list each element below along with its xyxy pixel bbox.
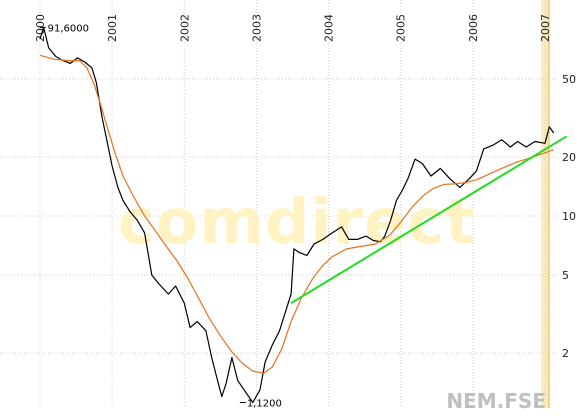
- trendline-line: [290, 135, 568, 304]
- x-tick-label: 2005: [395, 14, 408, 42]
- watermark: comdirect: [118, 185, 476, 258]
- price-line: [39, 26, 555, 404]
- y-tick-label: 2: [562, 347, 569, 360]
- x-tick-label: 2004: [323, 14, 336, 42]
- low-label: 1,1200: [247, 399, 282, 410]
- x-tick-label: 2006: [467, 14, 480, 42]
- y-axis: 2 5 10 20 50: [562, 73, 576, 360]
- extreme-labels: 91,6000 1,1200: [39, 23, 282, 410]
- series-layer: [39, 26, 568, 404]
- moving-average-line: [39, 54, 554, 374]
- x-tick-label: 2000: [34, 14, 47, 42]
- y-tick-label: 50: [562, 73, 576, 86]
- grid: [0, 0, 556, 408]
- x-tick-label: 2007: [539, 14, 552, 42]
- y-tick-label: 10: [562, 210, 576, 223]
- ticker-label: NEM.FSE: [446, 389, 546, 413]
- x-tick-label: 2002: [178, 14, 191, 42]
- y-tick-label: 5: [562, 269, 569, 282]
- y-tick-label: 20: [562, 151, 576, 164]
- high-label: 91,6000: [48, 23, 89, 34]
- x-axis: 2000 2001 2002 2003 2004 2005 2006 2007: [34, 14, 552, 42]
- x-tick-label: 2001: [106, 14, 119, 42]
- x-tick-label: 2003: [250, 14, 263, 42]
